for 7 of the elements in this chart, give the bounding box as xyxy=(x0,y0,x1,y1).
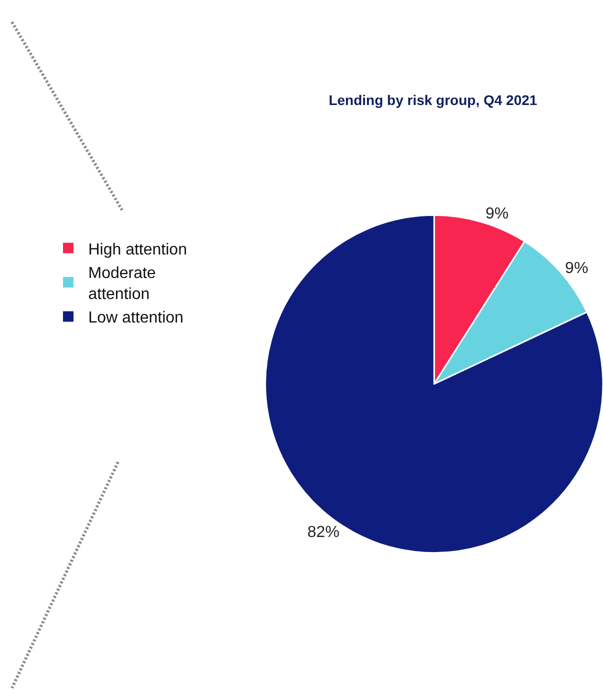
legend-label: Low attention xyxy=(88,310,184,327)
legend-label: Moderate attention xyxy=(88,265,156,303)
chart-title: Lending by risk group, Q4 2021 xyxy=(328,92,538,108)
data-label: 9% xyxy=(486,206,509,223)
data-label: 82% xyxy=(307,524,340,542)
data-label: 9% xyxy=(565,260,588,278)
legend-label: High attention xyxy=(88,241,187,258)
